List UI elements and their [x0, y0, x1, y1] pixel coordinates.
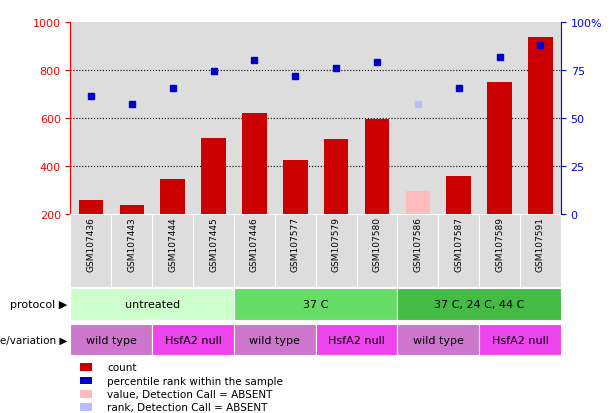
Bar: [112, 23, 152, 215]
Bar: [193, 23, 234, 215]
Text: HsfA2 null: HsfA2 null: [328, 335, 385, 345]
Bar: [438, 215, 479, 287]
Bar: [80, 404, 92, 411]
Text: GSM107443: GSM107443: [128, 217, 136, 271]
Bar: [152, 324, 234, 356]
Text: GSM107444: GSM107444: [168, 217, 177, 271]
Bar: [283, 161, 308, 215]
Bar: [479, 215, 520, 287]
Bar: [275, 215, 316, 287]
Bar: [316, 23, 357, 215]
Bar: [70, 289, 234, 320]
Bar: [80, 377, 92, 385]
Bar: [112, 215, 152, 287]
Bar: [70, 23, 112, 215]
Bar: [520, 215, 561, 287]
Text: untreated: untreated: [124, 299, 180, 310]
Text: GSM107436: GSM107436: [86, 217, 96, 272]
Bar: [357, 23, 397, 215]
Bar: [78, 201, 103, 215]
Text: GSM107577: GSM107577: [291, 217, 300, 272]
Text: GSM107589: GSM107589: [495, 217, 504, 272]
Bar: [479, 324, 561, 356]
Text: GSM107445: GSM107445: [209, 217, 218, 271]
Text: protocol ▶: protocol ▶: [10, 299, 67, 310]
Bar: [365, 119, 389, 215]
Bar: [234, 23, 275, 215]
Bar: [487, 83, 512, 215]
Text: GSM107446: GSM107446: [250, 217, 259, 271]
Text: wild type: wild type: [413, 335, 463, 345]
Bar: [438, 23, 479, 215]
Bar: [120, 206, 144, 215]
Bar: [152, 23, 193, 215]
Bar: [242, 114, 267, 215]
Bar: [316, 215, 357, 287]
Bar: [397, 215, 438, 287]
Text: GSM107579: GSM107579: [332, 217, 341, 272]
Bar: [528, 38, 553, 215]
Bar: [234, 215, 275, 287]
Text: HsfA2 null: HsfA2 null: [165, 335, 221, 345]
Text: 37 C, 24 C, 44 C: 37 C, 24 C, 44 C: [434, 299, 524, 310]
Bar: [80, 390, 92, 398]
Bar: [520, 23, 561, 215]
Bar: [161, 179, 185, 215]
Bar: [397, 289, 561, 320]
Bar: [397, 324, 479, 356]
Bar: [234, 289, 397, 320]
Bar: [406, 192, 430, 215]
Bar: [446, 177, 471, 215]
Text: GSM107580: GSM107580: [373, 217, 381, 272]
Text: GSM107586: GSM107586: [413, 217, 422, 272]
Bar: [479, 23, 520, 215]
Bar: [275, 23, 316, 215]
Bar: [80, 363, 92, 371]
Bar: [152, 215, 193, 287]
Text: GSM107587: GSM107587: [454, 217, 463, 272]
Text: wild type: wild type: [249, 335, 300, 345]
Bar: [357, 215, 397, 287]
Bar: [324, 140, 348, 215]
Text: count: count: [107, 362, 137, 372]
Bar: [201, 139, 226, 215]
Text: HsfA2 null: HsfA2 null: [492, 335, 549, 345]
Bar: [397, 23, 438, 215]
Bar: [234, 324, 316, 356]
Text: value, Detection Call = ABSENT: value, Detection Call = ABSENT: [107, 389, 273, 399]
Bar: [70, 215, 112, 287]
Bar: [316, 324, 397, 356]
Text: genotype/variation ▶: genotype/variation ▶: [0, 335, 67, 345]
Text: percentile rank within the sample: percentile rank within the sample: [107, 376, 283, 386]
Text: wild type: wild type: [86, 335, 137, 345]
Bar: [70, 324, 152, 356]
Text: rank, Detection Call = ABSENT: rank, Detection Call = ABSENT: [107, 402, 268, 413]
Bar: [193, 215, 234, 287]
Text: 37 C: 37 C: [303, 299, 329, 310]
Text: GSM107591: GSM107591: [536, 217, 545, 272]
